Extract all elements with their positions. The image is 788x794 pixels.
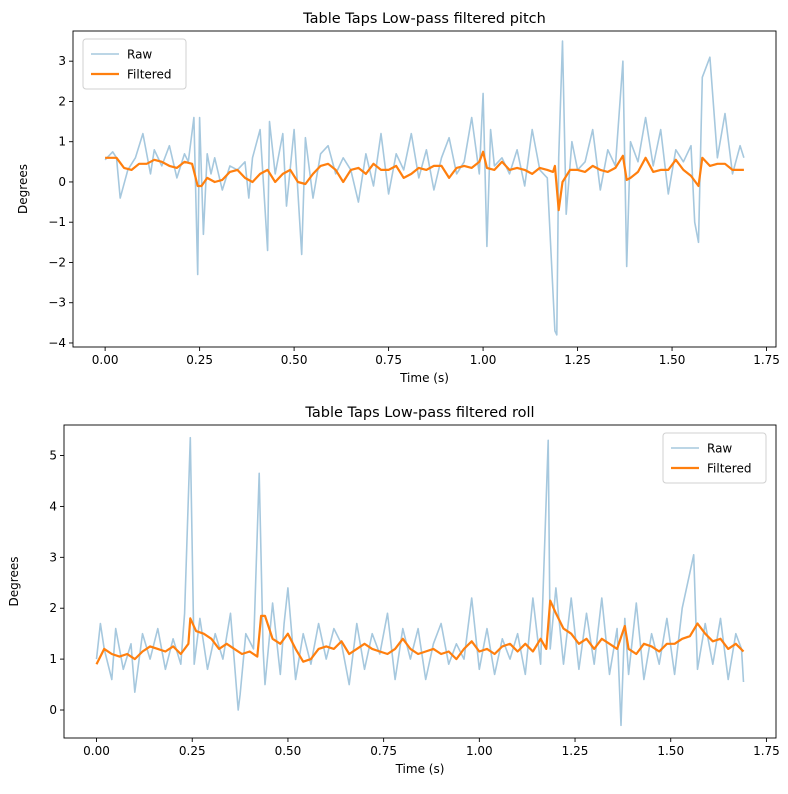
roll-legend: Raw Filtered bbox=[662, 432, 767, 484]
pitch-x-tick-label: 1.75 bbox=[753, 353, 780, 367]
pitch-y-tick-label: 0 bbox=[58, 175, 66, 189]
roll-series-raw-line bbox=[95, 436, 745, 727]
pitch-y-axis-label: Degrees bbox=[16, 164, 30, 214]
pitch-legend-box bbox=[82, 38, 187, 90]
roll-y-tick-label: 1 bbox=[49, 652, 57, 666]
pitch-x-tick-label: 0.75 bbox=[375, 353, 402, 367]
pitch-x-tick-label: 0.00 bbox=[92, 353, 119, 367]
pitch-x-axis-label: Time (s) bbox=[399, 371, 449, 385]
roll-legend-label-filtered: Filtered bbox=[707, 462, 751, 476]
pitch-y-tick-label: −1 bbox=[48, 215, 66, 229]
pitch-legend-label-filtered: Filtered bbox=[127, 68, 171, 82]
roll-x-tick-label: 1.75 bbox=[753, 744, 780, 758]
roll-y-tick-label: 3 bbox=[49, 550, 57, 564]
roll-x-tick-label: 1.25 bbox=[562, 744, 589, 758]
roll-x-axis-label: Time (s) bbox=[395, 762, 445, 776]
pitch-series-filtered-line bbox=[105, 150, 744, 212]
roll-x-tick-label: 0.75 bbox=[370, 744, 397, 758]
pitch-chart-title: Table Taps Low-pass filtered pitch bbox=[302, 11, 546, 27]
pitch-y-tick-label: −2 bbox=[48, 255, 66, 269]
roll-y-tick-label: 5 bbox=[49, 449, 57, 463]
pitch-axes-frame bbox=[72, 30, 777, 348]
pitch-y-tick-label: 2 bbox=[58, 94, 66, 108]
roll-chart-title: Table Taps Low-pass filtered roll bbox=[304, 405, 534, 421]
roll-x-tick-label: 0.50 bbox=[275, 744, 302, 758]
pitch-legend-label-raw: Raw bbox=[127, 48, 152, 62]
pitch-x-tick-label: 1.00 bbox=[470, 353, 497, 367]
roll-y-tick-label: 0 bbox=[49, 703, 57, 717]
roll-legend-box bbox=[662, 432, 767, 484]
roll-x-tick-label: 1.00 bbox=[466, 744, 493, 758]
pitch-x-tick-label: 1.50 bbox=[659, 353, 686, 367]
roll-chart: 0.00 0.25 0.50 0.75 1.00 1.25 1.50 1.75 0 1 2 3 4 5 Ta… bbox=[7, 405, 780, 776]
roll-axes-frame bbox=[63, 424, 777, 739]
pitch-x-tick-label: 0.50 bbox=[281, 353, 308, 367]
pitch-series-raw-line bbox=[104, 40, 745, 336]
pitch-x-tick-label: 1.25 bbox=[564, 353, 591, 367]
pitch-chart: 0.00 0.25 0.50 0.75 1.00 1.25 1.50 1.75 −4 −3 −2 −1… bbox=[16, 11, 780, 385]
roll-y-tick-label: 4 bbox=[49, 499, 57, 513]
roll-y-tick-label: 2 bbox=[49, 601, 57, 615]
pitch-y-tick-label: −3 bbox=[48, 296, 66, 310]
pitch-legend: Raw Filtered bbox=[82, 38, 187, 90]
pitch-x-tick-label: 0.25 bbox=[186, 353, 213, 367]
pitch-y-tick-label: 1 bbox=[58, 135, 66, 149]
roll-y-axis-label: Degrees bbox=[7, 557, 21, 607]
pitch-y-tick-label: −4 bbox=[48, 336, 66, 350]
roll-legend-label-raw: Raw bbox=[707, 442, 732, 456]
pitch-y-tick-label: 3 bbox=[58, 54, 66, 68]
roll-x-tick-label: 0.25 bbox=[179, 744, 206, 758]
roll-series-filtered-line bbox=[95, 599, 745, 665]
roll-x-tick-label: 1.50 bbox=[657, 744, 684, 758]
roll-x-tick-label: 0.00 bbox=[83, 744, 110, 758]
